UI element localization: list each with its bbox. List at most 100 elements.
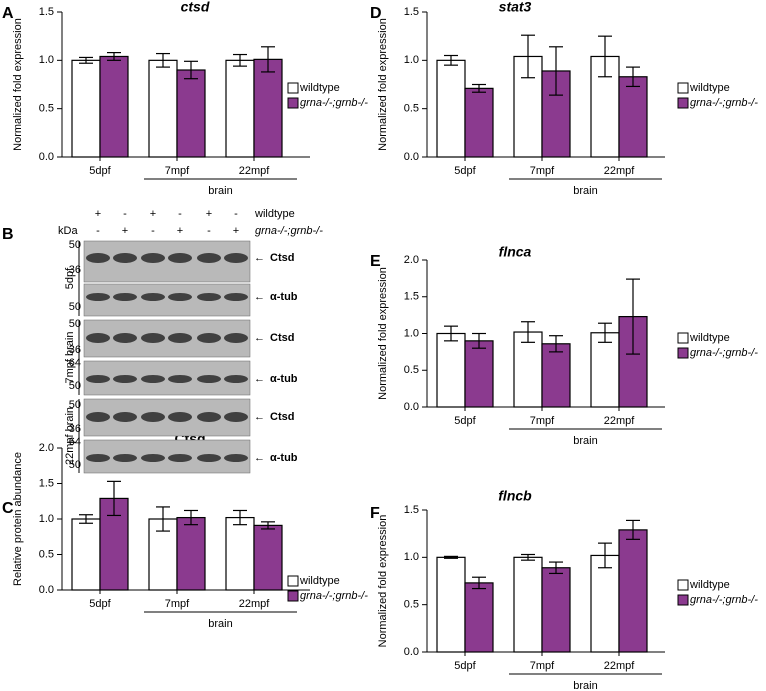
bar	[71, 518, 101, 591]
lane-sign: -	[207, 225, 211, 237]
band-label: Ctsd	[270, 252, 294, 264]
bar	[464, 582, 494, 653]
error-bar	[472, 83, 486, 93]
error-bar	[156, 506, 170, 532]
kda-marker: 36	[69, 423, 81, 435]
legend-label: wildtype	[689, 332, 730, 344]
blot-band	[141, 375, 165, 383]
y-axis-label: Normalized fold expression	[377, 267, 389, 400]
blot-band	[197, 333, 221, 343]
blot-strip	[83, 360, 251, 396]
lane-sign: -	[178, 208, 182, 220]
blot-band	[113, 253, 137, 263]
bar	[225, 516, 255, 591]
band-label: α-tub	[270, 452, 298, 464]
lane-sign: -	[151, 225, 155, 237]
band-label: α-tub	[270, 291, 298, 303]
blot-band	[86, 454, 110, 462]
bar	[590, 554, 620, 653]
kda-marker: 36	[69, 344, 81, 356]
lane-sign: +	[177, 225, 183, 237]
x-tick-label: 7mpf	[165, 598, 190, 610]
blot-band	[168, 412, 192, 422]
blot-band	[113, 293, 137, 301]
legend-label: wildtype	[689, 579, 730, 591]
error-bar	[444, 555, 458, 559]
x-tick-label: 22mpf	[604, 660, 636, 672]
error-bar	[598, 322, 612, 343]
error-bar	[184, 60, 198, 80]
group-label: brain	[573, 680, 597, 691]
error-bar	[472, 576, 486, 590]
error-bar	[521, 553, 535, 561]
error-bar	[444, 325, 458, 342]
legend-label: wildtype	[299, 575, 340, 587]
blot-band	[113, 454, 137, 462]
bar	[590, 332, 620, 408]
error-bar	[521, 321, 535, 343]
band-label: Ctsd	[270, 411, 294, 423]
blot-band	[113, 333, 137, 343]
group-label: brain	[208, 618, 232, 630]
bar	[618, 529, 648, 653]
blot-band	[141, 454, 165, 462]
bar	[253, 524, 283, 591]
band-arrow: ←	[254, 252, 265, 264]
lane-sign: -	[123, 208, 127, 220]
x-tick-label: 7mpf	[165, 165, 190, 177]
y-tick-label: 0.0	[404, 151, 419, 163]
bar	[253, 58, 283, 158]
error-bar	[549, 335, 563, 353]
x-tick-label: 5dpf	[89, 165, 111, 177]
error-bar	[472, 332, 486, 349]
y-tick-label: 1.5	[39, 6, 54, 18]
blot-band	[197, 454, 221, 462]
kda-marker: 50	[69, 459, 81, 471]
legend-label: wildtype	[299, 82, 340, 94]
error-bar	[598, 35, 612, 78]
blot-band	[197, 375, 221, 383]
y-axis-label: Relative protein abundance	[12, 452, 24, 586]
legend-swatch	[287, 575, 299, 587]
legend-swatch	[287, 82, 299, 94]
blot-strip	[83, 319, 251, 358]
blot-strip	[83, 283, 251, 317]
lane-sign: +	[122, 225, 128, 237]
blot-band	[224, 454, 248, 462]
kda-marker: 50	[69, 318, 81, 330]
error-bar	[79, 514, 93, 524]
x-tick-label: 5dpf	[454, 415, 476, 427]
bar	[436, 332, 466, 408]
band-arrow: ←	[254, 291, 265, 303]
group-label: brain	[573, 185, 597, 197]
bar	[436, 59, 466, 158]
y-tick-label: 1.0	[39, 513, 54, 525]
kda-marker: 50	[69, 380, 81, 392]
y-tick-label: 1.0	[39, 54, 54, 66]
error-bar	[184, 509, 198, 526]
kda-marker: 50	[69, 239, 81, 251]
y-tick-label: 1.0	[404, 54, 419, 66]
error-bar	[156, 52, 170, 68]
blot-band	[224, 293, 248, 301]
legend-label: grna-/-;grnb-/-	[690, 347, 758, 359]
bar	[513, 331, 543, 408]
y-tick-label: 1.0	[404, 327, 419, 339]
error-bar	[79, 56, 93, 64]
error-bar	[261, 46, 275, 73]
blot-band	[86, 375, 110, 383]
lane-sign: +	[150, 208, 156, 220]
error-bar	[626, 278, 640, 355]
blot-band	[86, 333, 110, 343]
kda-marker: 36	[69, 264, 81, 276]
blot-band	[168, 293, 192, 301]
y-tick-label: 1.5	[404, 504, 419, 516]
blot-band	[224, 253, 248, 263]
bar	[436, 556, 466, 653]
error-bar	[598, 542, 612, 569]
band-arrow: ←	[254, 452, 265, 464]
kda-marker: 64	[69, 436, 81, 448]
row-label: 7mpf brain	[64, 332, 76, 384]
blot-band	[168, 375, 192, 383]
